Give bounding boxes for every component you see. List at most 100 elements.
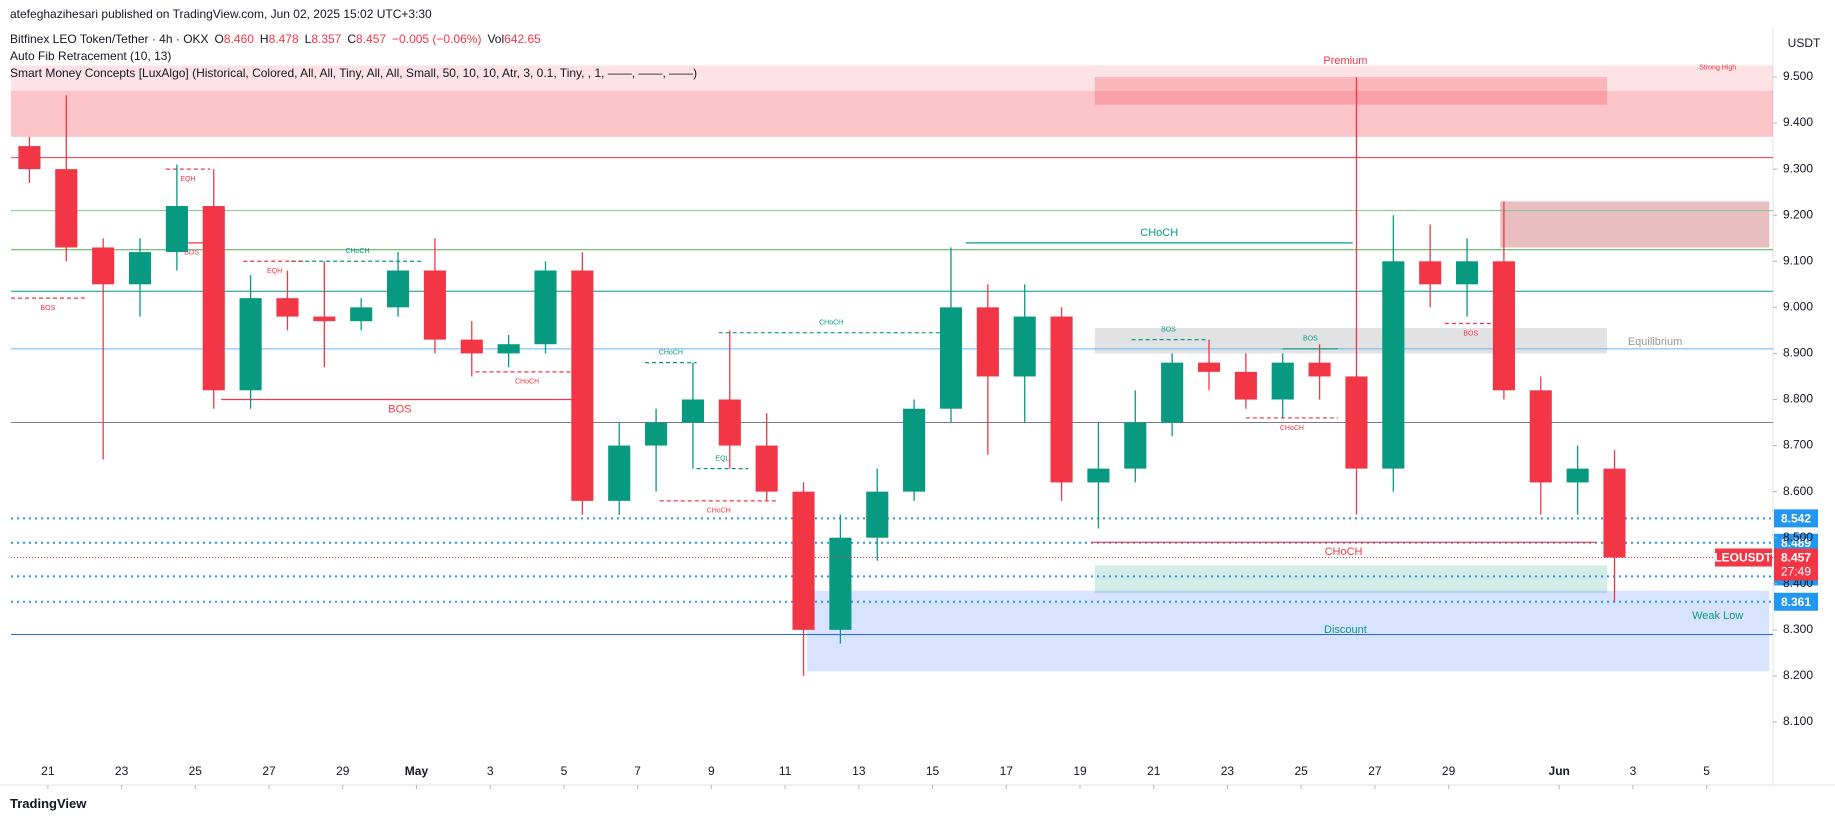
y-tick-label: 8.100 bbox=[1783, 714, 1813, 728]
candle-body bbox=[534, 270, 557, 345]
structure-label: BOS bbox=[1303, 336, 1318, 343]
candle-body bbox=[1197, 362, 1221, 372]
x-tick-label: 7 bbox=[634, 764, 641, 778]
annotation: Premium bbox=[1323, 55, 1367, 67]
x-tick-label: 23 bbox=[1221, 764, 1235, 778]
candle-body bbox=[1234, 371, 1257, 400]
y-tick-label: 9.000 bbox=[1783, 300, 1813, 314]
x-tick-label: 19 bbox=[1073, 764, 1087, 778]
candle-body bbox=[1529, 390, 1552, 483]
x-tick-label: 3 bbox=[1630, 764, 1637, 778]
candle-body bbox=[645, 422, 668, 446]
candle-body bbox=[1566, 468, 1589, 483]
structure-label: CHoCH bbox=[515, 379, 539, 386]
ohlc-item: 8.478 bbox=[268, 32, 299, 46]
x-tick-label: 3 bbox=[487, 764, 494, 778]
annotation: Equilibrium bbox=[1628, 336, 1682, 348]
x-tick-label: Jun bbox=[1549, 764, 1570, 778]
structure-label: CHoCH bbox=[707, 508, 731, 515]
indicator: Smart Money Concepts [LuxAlgo] (Historic… bbox=[10, 66, 698, 80]
y-tick-label: 9.200 bbox=[1783, 207, 1813, 221]
y-tick-label: 8.300 bbox=[1783, 622, 1813, 636]
structure-label: CHoCH bbox=[659, 349, 683, 356]
ohlc-item: C bbox=[347, 32, 357, 46]
annotation: Strong High bbox=[1699, 65, 1736, 72]
x-tick-label: 15 bbox=[926, 764, 940, 778]
symbol-line: Bitfinex LEO Token/Tether · 4h · OKX O8.4… bbox=[10, 31, 697, 48]
candle-body bbox=[276, 298, 299, 317]
y-tick-label: 8.900 bbox=[1783, 346, 1813, 360]
structure-label: BOS bbox=[388, 403, 411, 415]
candle-body bbox=[976, 307, 999, 377]
x-tick-label: 21 bbox=[1147, 764, 1161, 778]
price-tag bbox=[1774, 592, 1818, 611]
structure-label: CHoCH bbox=[819, 320, 843, 327]
x-tick-label: May bbox=[405, 764, 429, 778]
candle-body bbox=[386, 270, 410, 308]
indicator: Auto Fib Retracement (10, 13) bbox=[10, 49, 172, 63]
x-tick-label: 25 bbox=[1294, 764, 1308, 778]
zone bbox=[807, 590, 1770, 672]
y-tick-label: 8.800 bbox=[1783, 392, 1813, 406]
candle-body bbox=[165, 206, 188, 253]
y-tick-label: 8.600 bbox=[1783, 484, 1813, 498]
ohlc-item: 642.65 bbox=[504, 32, 541, 46]
x-tick-label: 27 bbox=[262, 764, 276, 778]
candle-body bbox=[1050, 316, 1073, 483]
symbol-tag-label: LEOUSDT bbox=[1714, 551, 1772, 565]
ohlc-item: L bbox=[304, 32, 312, 46]
countdown: 27:49 bbox=[1781, 565, 1811, 579]
candle-body bbox=[1419, 261, 1442, 285]
candle-body bbox=[1271, 362, 1294, 400]
candle-body bbox=[608, 445, 631, 501]
candle-body bbox=[1124, 422, 1147, 469]
y-tick-label: 9.300 bbox=[1783, 161, 1813, 175]
x-tick-label: 5 bbox=[1703, 764, 1710, 778]
x-tick-label: 9 bbox=[708, 764, 715, 778]
ohlc-item: −0.005 (−0.06%) bbox=[392, 32, 482, 46]
structure-label: CHoCH bbox=[1140, 227, 1178, 239]
candle-body bbox=[1603, 468, 1626, 558]
candle-body bbox=[350, 307, 373, 322]
candle-body bbox=[1308, 362, 1331, 377]
candle-body bbox=[92, 247, 115, 285]
candle-body bbox=[681, 399, 705, 423]
price-tag-label: 8.542 bbox=[1781, 512, 1811, 526]
ohlc-item: 8.457 bbox=[356, 32, 387, 46]
candle-body bbox=[829, 537, 852, 630]
candle-body bbox=[1492, 261, 1515, 391]
y-tick-label: 8.500 bbox=[1783, 530, 1813, 544]
logo: TradingView bbox=[10, 796, 87, 811]
zone bbox=[1094, 565, 1608, 593]
structure-label: CHoCH bbox=[345, 248, 369, 255]
candle-body bbox=[1161, 362, 1184, 423]
candle-body bbox=[1382, 261, 1405, 469]
x-tick-label: 17 bbox=[1000, 764, 1014, 778]
candle-body bbox=[571, 270, 594, 501]
candle-body bbox=[55, 169, 78, 248]
candle-body bbox=[239, 298, 262, 391]
structure-label: BOS bbox=[1161, 326, 1176, 333]
y-tick-label: 8.700 bbox=[1783, 438, 1813, 452]
price-tag-label: 8.361 bbox=[1781, 595, 1811, 609]
candle-body bbox=[939, 307, 963, 409]
x-tick-label: 27 bbox=[1368, 764, 1382, 778]
legend: atefeghazihesari published on TradingVie… bbox=[10, 6, 697, 82]
candle-body bbox=[1013, 316, 1036, 377]
x-tick-label: 21 bbox=[41, 764, 55, 778]
plot-area bbox=[0, 27, 1773, 785]
last-price-label: 8.457 bbox=[1781, 551, 1811, 565]
x-tick-label: 29 bbox=[336, 764, 350, 778]
y-tick-label: 9.400 bbox=[1783, 115, 1813, 129]
last-price-tag bbox=[1774, 548, 1818, 581]
x-tick-label: 23 bbox=[115, 764, 129, 778]
y-tick-label: 9.500 bbox=[1783, 69, 1813, 83]
structure-label: BOS bbox=[40, 305, 55, 312]
y-tick-label: 8.200 bbox=[1783, 668, 1813, 682]
x-tick-label: 29 bbox=[1442, 764, 1456, 778]
candle-body bbox=[313, 316, 336, 322]
structure-label: BOS bbox=[184, 250, 199, 257]
x-tick-label: 25 bbox=[189, 764, 203, 778]
